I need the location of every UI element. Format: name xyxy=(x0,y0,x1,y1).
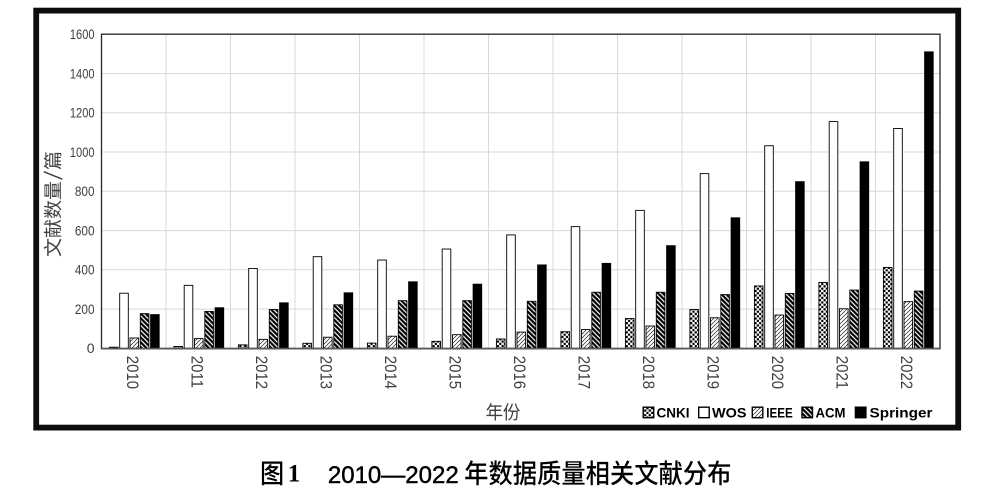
svg-text:ACM: ACM xyxy=(816,404,846,420)
svg-text:2021: 2021 xyxy=(832,356,850,389)
svg-text:2017: 2017 xyxy=(574,356,592,389)
svg-text:2022: 2022 xyxy=(897,356,915,389)
svg-text:2010—2022: 2010—2022 xyxy=(328,462,459,489)
svg-text:2016: 2016 xyxy=(510,356,528,389)
svg-text:1600: 1600 xyxy=(70,26,95,42)
svg-text:IEEE: IEEE xyxy=(766,404,793,420)
svg-text:2011: 2011 xyxy=(187,356,205,388)
svg-text:800: 800 xyxy=(75,183,95,199)
svg-text:1000: 1000 xyxy=(70,144,95,160)
svg-text:1: 1 xyxy=(288,461,301,488)
svg-text:2018: 2018 xyxy=(639,356,657,389)
svg-text:2019: 2019 xyxy=(703,356,721,389)
svg-text:1400: 1400 xyxy=(70,65,95,81)
svg-text:600: 600 xyxy=(75,222,95,238)
svg-text:2012: 2012 xyxy=(252,356,270,389)
svg-text:200: 200 xyxy=(75,301,95,317)
svg-text:400: 400 xyxy=(75,262,95,278)
svg-text:CNKI: CNKI xyxy=(657,404,690,420)
svg-text:2013: 2013 xyxy=(316,356,334,389)
svg-text:0: 0 xyxy=(87,340,95,356)
svg-text:2014: 2014 xyxy=(381,356,399,389)
svg-text:Springer: Springer xyxy=(870,404,934,420)
svg-text:2015: 2015 xyxy=(445,356,463,389)
svg-text:2020: 2020 xyxy=(768,356,786,389)
svg-text:1200: 1200 xyxy=(70,105,95,121)
svg-text:WOS: WOS xyxy=(712,404,747,420)
svg-text:2010: 2010 xyxy=(123,356,141,389)
